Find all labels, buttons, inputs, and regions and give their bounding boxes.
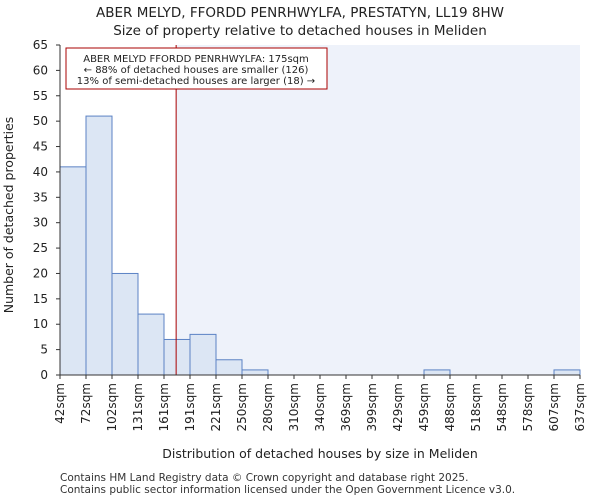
histogram-bar — [423, 369, 451, 376]
y-tick-label: 50 — [33, 114, 48, 128]
y-tick-label: 30 — [33, 216, 48, 230]
x-tick-label: 131sqm — [131, 383, 145, 431]
x-tick-label: 518sqm — [469, 383, 483, 431]
x-tick-label: 637sqm — [573, 383, 587, 431]
x-tick-label: 578sqm — [521, 383, 535, 431]
x-tick-label: 459sqm — [417, 383, 431, 431]
histogram-bar — [553, 369, 581, 376]
x-tick-label: 429sqm — [391, 383, 405, 431]
x-tick-label: 191sqm — [183, 383, 197, 431]
y-tick-label: 55 — [33, 89, 48, 103]
x-tick-label: 72sqm — [79, 383, 93, 424]
annotation-box — [65, 47, 328, 90]
y-tick-label: 15 — [33, 292, 48, 306]
x-tick-label: 250sqm — [235, 383, 249, 431]
chart-title-address: ABER MELYD, FFORDD PENRHWYLFA, PRESTATYN… — [96, 5, 504, 21]
footer-line-2: Contains public sector information licen… — [60, 484, 516, 496]
y-tick-label: 45 — [33, 140, 48, 154]
x-tick-label: 161sqm — [157, 383, 171, 431]
histogram-bar — [59, 166, 87, 376]
x-tick-label: 548sqm — [495, 383, 509, 431]
chart-subtitle: Size of property relative to detached ho… — [113, 23, 487, 39]
y-axis-title: Number of detached properties — [1, 117, 16, 314]
larger-region-shade — [176, 45, 580, 375]
x-tick-label: 310sqm — [287, 383, 301, 431]
y-tick-label: 10 — [33, 317, 48, 331]
histogram-bar — [189, 333, 217, 376]
y-tick-label: 25 — [33, 241, 48, 255]
annotation-line-1: ABER MELYD FFORDD PENRHWYLFA: 175sqm — [83, 54, 309, 65]
y-tick-label: 65 — [33, 38, 48, 52]
histogram-bar — [215, 359, 243, 376]
x-tick-label: 369sqm — [339, 383, 353, 431]
x-tick-label: 42sqm — [53, 383, 67, 424]
histogram-bar — [111, 272, 139, 376]
x-tick-label: 607sqm — [547, 383, 561, 431]
x-tick-label: 399sqm — [365, 383, 379, 431]
footer-attribution: Contains HM Land Registry data © Crown c… — [60, 472, 515, 496]
histogram-bar — [163, 338, 191, 376]
y-tick-label: 60 — [33, 63, 48, 77]
y-tick-label: 40 — [33, 165, 48, 179]
x-tick-label: 221sqm — [209, 383, 223, 431]
y-tick-label: 5 — [40, 343, 48, 357]
histogram-bar — [85, 115, 113, 376]
annotation-line-3: 13% of semi-detached houses are larger (… — [77, 76, 315, 87]
x-tick-label: 102sqm — [105, 383, 119, 431]
x-tick-label: 340sqm — [313, 383, 327, 431]
x-tick-label: 488sqm — [443, 383, 457, 431]
footer-line-1: Contains HM Land Registry data © Crown c… — [60, 472, 469, 484]
histogram-bar — [137, 313, 165, 376]
y-tick-label: 20 — [33, 266, 48, 280]
histogram-bar — [241, 369, 269, 376]
x-tick-label: 280sqm — [261, 383, 275, 431]
y-tick-label: 35 — [33, 190, 48, 204]
annotation-line-2: ← 88% of detached houses are smaller (12… — [84, 65, 309, 76]
y-tick-label: 0 — [40, 368, 48, 382]
x-axis-title: Distribution of detached houses by size … — [162, 446, 478, 461]
chart-title-block: ABER MELYD, FFORDD PENRHWYLFA, PRESTATYN… — [0, 4, 600, 40]
